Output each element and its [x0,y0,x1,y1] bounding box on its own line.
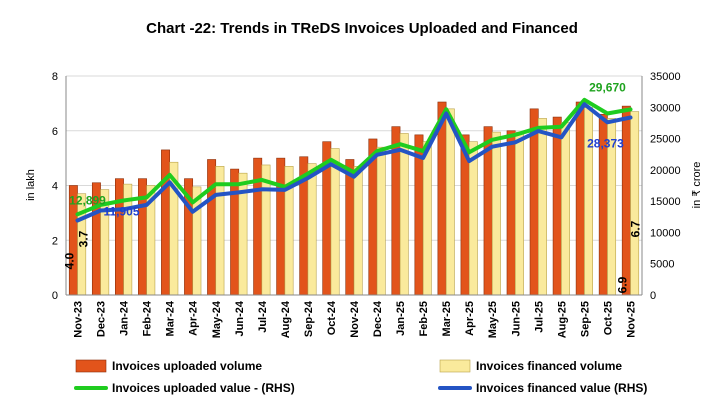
x-tick-label: Jul-24 [257,300,269,333]
x-tick-label: Jun-25 [510,301,522,336]
legend-swatch [439,359,471,373]
x-tick-label: Mar-24 [165,300,177,336]
line-financed-value [75,102,633,223]
x-tick-label: Sep-25 [579,301,591,337]
right-tick-label: 15000 [650,196,681,208]
x-tick-label: Jun-24 [234,300,246,336]
series-lines [75,97,633,223]
x-tick-label: Jul-25 [533,301,545,333]
bar-uploaded-volume [276,157,286,296]
bar-financed-volume [630,111,640,296]
x-tick-label: Jan-25 [395,301,407,336]
right-tick-label: 25000 [650,134,681,146]
bar-financed-volume [353,166,363,296]
x-tick-label: Apr-24 [188,300,200,336]
label-uploaded-value-last: 29,670 [589,80,626,94]
x-tick-label: Oct-25 [602,301,614,335]
x-tick-label: Nov-23 [73,301,85,338]
right-axis-title: in ₹ crore [691,162,703,209]
x-tick-label: May-25 [487,301,499,338]
right-axis-ticks: 0 5000 10000 15000 20000 25000 30000 35000 [650,71,681,302]
x-tick-label: Oct-24 [326,300,338,335]
x-tick-label: Jan-24 [119,300,131,336]
legend-label: Invoices uploaded value - (RHS) [112,381,295,395]
x-tick-label: Aug-25 [556,301,568,338]
label-uploaded-value-first: 12,899 [69,193,106,207]
left-axis-ticks: 0 2 4 6 8 [52,71,58,302]
label-financed-volume-last: 6.7 [628,220,642,237]
x-tick-label: Sep-24 [303,300,315,337]
bar-uploaded-volume [529,108,539,296]
bar-financed-volume [261,164,271,296]
right-tick-label: 20000 [650,165,681,177]
bar-financed-volume [561,122,570,296]
x-tick-label: Aug-24 [280,300,292,338]
left-tick-label: 4 [52,181,58,193]
right-tick-label: 5000 [650,259,674,271]
x-tick-label: Nov-24 [349,300,361,338]
left-tick-label: 2 [52,235,58,247]
bar-financed-volume [422,141,432,296]
legend-label: Invoices uploaded volume [112,359,262,373]
x-tick-label: May-24 [211,300,223,338]
bar-financed-volume [538,118,547,296]
legend: Invoices uploaded volume Invoices finance… [74,359,647,395]
right-tick-label: 35000 [650,71,681,83]
chart-title: Chart -22: Trends in TReDS Invoices Uplo… [146,20,578,37]
bar-uploaded-volume [115,178,124,296]
left-tick-label: 0 [52,290,58,302]
x-tick-label: Feb-25 [418,301,430,336]
legend-label: Invoices financed volume [476,359,622,373]
bar-uploaded-volume [552,116,562,296]
bar-financed-volume [399,133,409,296]
bar-financed-volume [376,146,386,296]
bar-financed-volume [468,141,478,296]
bar-financed-volume [445,108,455,296]
left-tick-label: 8 [52,71,58,83]
right-tick-label: 10000 [650,227,681,239]
label-financed-value-first: 11,905 [103,205,139,219]
x-tick-label: Apr-25 [464,301,476,336]
legend-swatch [75,359,107,373]
right-tick-label: 30000 [650,102,681,114]
label-financed-value-last: 28,373 [587,136,624,150]
bar-uploaded-volume [230,168,240,296]
bar-uploaded-volume [161,149,170,296]
bar-uploaded-volume [621,105,631,296]
bar-financed-volume [491,131,501,296]
bar-uploaded-volume [575,101,585,296]
label-financed-volume-first: 3.7 [77,230,91,247]
x-tick-label: Nov-25 [625,301,637,338]
legend-label: Invoices financed value (RHS) [476,381,647,395]
x-tick-label: Dec-24 [372,300,384,337]
bar-uploaded-volume [345,159,355,296]
left-tick-label: 6 [52,126,58,138]
bar-uploaded-volume [207,159,217,296]
left-axis-title: in lakh [25,169,37,201]
axes [65,76,643,296]
line-uploaded-value [75,97,633,217]
label-uploaded-volume-first: 4.0 [63,252,77,269]
bar-financed-volume [330,148,340,296]
bar-uploaded-volume [506,130,516,296]
x-tick-label: Feb-24 [142,300,154,336]
bar-financed-volume [514,131,524,296]
x-tick-label: Mar-25 [441,301,453,336]
bar-financed-volume [307,163,317,296]
x-tick-label: Dec-23 [96,301,108,337]
x-axis-ticks: Nov-23 Dec-23 Jan-24 Feb-24 Mar-24 Apr-24 May-… [73,300,638,338]
right-tick-label: 0 [650,290,656,302]
label-uploaded-volume-last: 6.9 [615,276,629,293]
